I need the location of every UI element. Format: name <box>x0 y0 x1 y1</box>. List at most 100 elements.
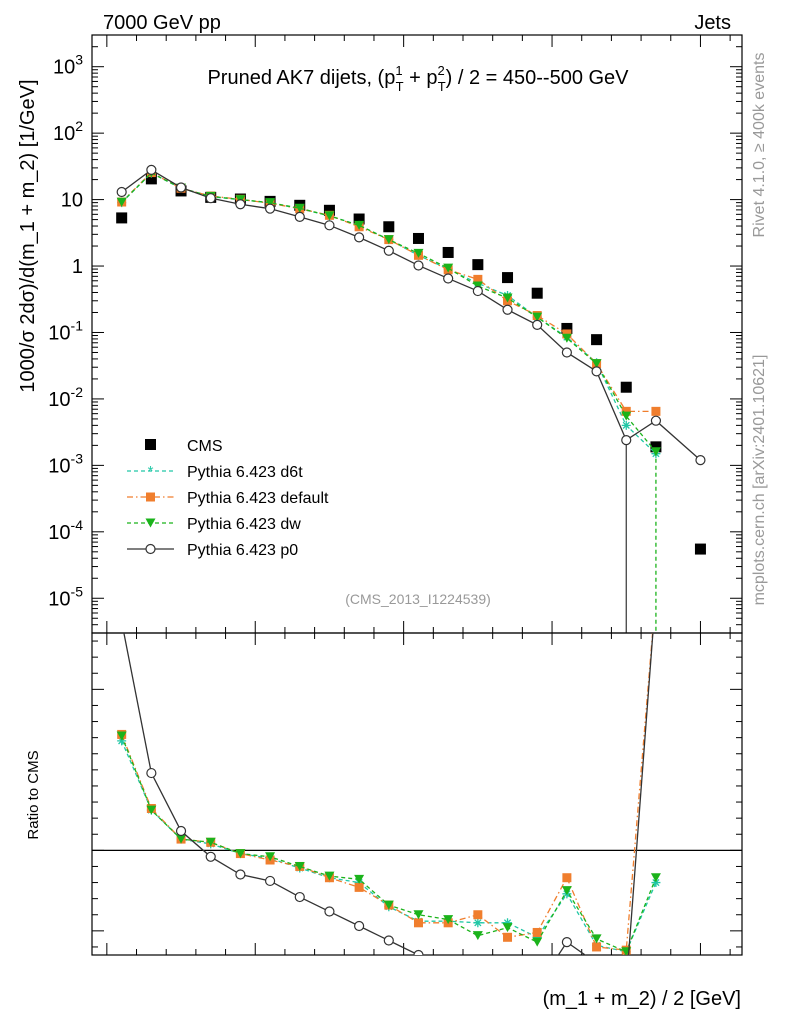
ratio-point-dw <box>443 915 454 925</box>
point-p0 <box>561 347 572 358</box>
x-axis-label: (m_1 + m_2) / 2 [GeV] <box>543 988 741 1010</box>
point-dw <box>413 248 424 258</box>
header-left: 7000 GeV pp <box>103 12 221 34</box>
legend-marker-d6t: * <box>148 463 154 480</box>
ratio-point-p0 <box>146 767 157 779</box>
point-p0 <box>175 182 187 193</box>
ratio-point-dw <box>265 852 276 862</box>
ratio-point-dw <box>235 849 246 859</box>
ratio-line-d6t <box>121 740 657 953</box>
legend-marker-cms <box>145 439 156 450</box>
ratio-axis-label: Ratio to CMS <box>25 750 42 839</box>
line-p0 <box>121 169 701 461</box>
point-dw <box>116 197 127 207</box>
y-tick-label: 10-5 <box>48 583 83 610</box>
ratio-point-p0 <box>264 875 276 887</box>
ratio-point-p0 <box>354 920 365 932</box>
point-p0 <box>294 211 305 222</box>
point-dw <box>265 198 276 208</box>
ratio-point-dw <box>650 873 661 883</box>
cms-point <box>383 221 395 233</box>
ratio-point-p0 <box>205 851 216 862</box>
ratio-clip-group <box>116 524 705 976</box>
point-p0 <box>383 245 394 256</box>
point-dw <box>650 447 661 457</box>
point-p0 <box>205 193 216 204</box>
ratio-point-dw <box>324 871 335 881</box>
title-sup-2: 2 <box>437 63 444 78</box>
mcplots-label: mcplots.cern.ch [arXiv:2401.10621] <box>751 355 768 606</box>
ratio-point-p0 <box>444 959 453 968</box>
legend-label-cms: CMS <box>187 438 223 455</box>
point-p0 <box>324 220 335 231</box>
point-default <box>621 406 631 416</box>
y-tick-label: 10-1 <box>48 317 83 344</box>
point-dw <box>532 312 543 322</box>
cms-point <box>323 204 335 216</box>
y-tick-label: 10-3 <box>48 450 83 477</box>
ratio-point-dw <box>561 886 572 896</box>
ratio-point-default <box>354 882 364 892</box>
legend-label-d6t: Pythia 6.423 d6t <box>187 464 303 481</box>
ratio-point-dw <box>591 934 602 944</box>
point-dw <box>383 235 394 245</box>
title-part-c: ) / 2 = 450--500 GeV <box>446 67 630 89</box>
cms-point <box>442 246 454 258</box>
ratio-point-p0 <box>175 825 187 837</box>
title-sup-1: 1 <box>395 63 402 78</box>
ratio-point-d6t <box>503 918 513 928</box>
ratio-point-dw <box>532 937 543 947</box>
ratio-point-d6t <box>651 878 661 888</box>
ratio-point-p0 <box>473 967 482 976</box>
cms-point <box>472 259 484 271</box>
ratio-point-p0 <box>383 935 394 946</box>
cms-point <box>531 287 543 299</box>
main-panel: 10-5 10-4 10-3 10-2 10-1 1 10 102 103 <box>48 34 743 634</box>
ratio-point-dw <box>354 874 365 884</box>
ratio-point-d6t <box>473 918 483 928</box>
legend-label-p0: Pythia 6.423 p0 <box>187 542 298 559</box>
point-dw <box>294 203 305 213</box>
ratio-point-d6t <box>117 736 127 746</box>
point-dw <box>591 359 602 369</box>
ratio-point-p0 <box>696 524 705 533</box>
y-axis-label: 1000/σ 2dσ)/d(m_1 + m_2) [1/GeV] <box>17 79 39 392</box>
ratio-line-p0 <box>123 633 654 955</box>
point-d6t <box>621 420 631 430</box>
ratio-line-default <box>121 633 654 951</box>
ratio-panel <box>91 524 743 976</box>
point-p0 <box>116 186 127 198</box>
ratio-point-p0 <box>592 959 601 968</box>
legend-marker-dw <box>145 518 156 528</box>
chart-title: Pruned AK7 dijets, (p1 T + p2 T) / 2 = 450… <box>207 63 629 94</box>
cms-point <box>412 232 424 244</box>
ratio-point-d6t <box>532 932 542 942</box>
y-tick-label: 102 <box>53 118 83 145</box>
point-dw <box>502 293 513 303</box>
cms-point <box>650 441 662 453</box>
y-tick-label: 10 <box>61 190 83 212</box>
ratio-point-p0 <box>324 906 335 917</box>
point-default <box>473 274 483 284</box>
cms-point <box>694 543 706 555</box>
analysis-id: (CMS_2013_I1224539) <box>345 591 491 607</box>
ratio-point-default <box>592 942 602 952</box>
ratio-point-dw <box>383 900 394 910</box>
ratio-point-p0 <box>117 617 126 626</box>
ratio-point-dw <box>146 805 157 815</box>
ratio-line-dw <box>121 735 657 953</box>
ratio-point-p0 <box>413 949 424 955</box>
point-p0 <box>695 455 706 466</box>
point-p0 <box>354 232 365 243</box>
point-p0 <box>472 285 483 297</box>
point-dw <box>324 211 335 221</box>
line-d6t <box>121 172 657 455</box>
ratio-point-dw <box>205 837 216 847</box>
y-tick-label: 10-2 <box>48 384 83 411</box>
point-p0 <box>443 273 454 284</box>
legend-marker-p0 <box>145 543 156 555</box>
point-p0 <box>650 415 662 426</box>
cms-point <box>502 272 514 284</box>
ratio-point-default <box>562 873 572 883</box>
